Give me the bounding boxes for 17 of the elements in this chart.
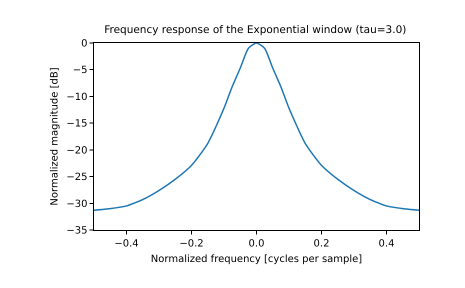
chart-title: Frequency response of the Exponential window (tau=3.0) (104, 24, 406, 36)
y-axis-title: Normalized magnitude [dB] (49, 67, 60, 206)
y-tick-label: −5 (72, 65, 88, 76)
y-tick-label: −30 (66, 198, 88, 210)
x-tick-label: 0.2 (314, 238, 330, 250)
y-tick-label: −25 (66, 172, 88, 184)
y-tick-label: −35 (66, 226, 88, 236)
x-axis-title: Normalized frequency [cycles per sample] (150, 254, 362, 265)
line-series (94, 43, 419, 211)
y-tick-label: −20 (66, 145, 88, 156)
x-tick-label: 0.0 (248, 238, 264, 250)
y-tick-label: −10 (66, 92, 88, 103)
x-tick-label: 0.4 (378, 238, 394, 250)
y-tick-label: 0 (81, 38, 88, 50)
y-tick-label: −15 (66, 118, 88, 130)
x-tick-label: −0.4 (114, 238, 139, 250)
x-tick-label: −0.2 (179, 238, 204, 250)
